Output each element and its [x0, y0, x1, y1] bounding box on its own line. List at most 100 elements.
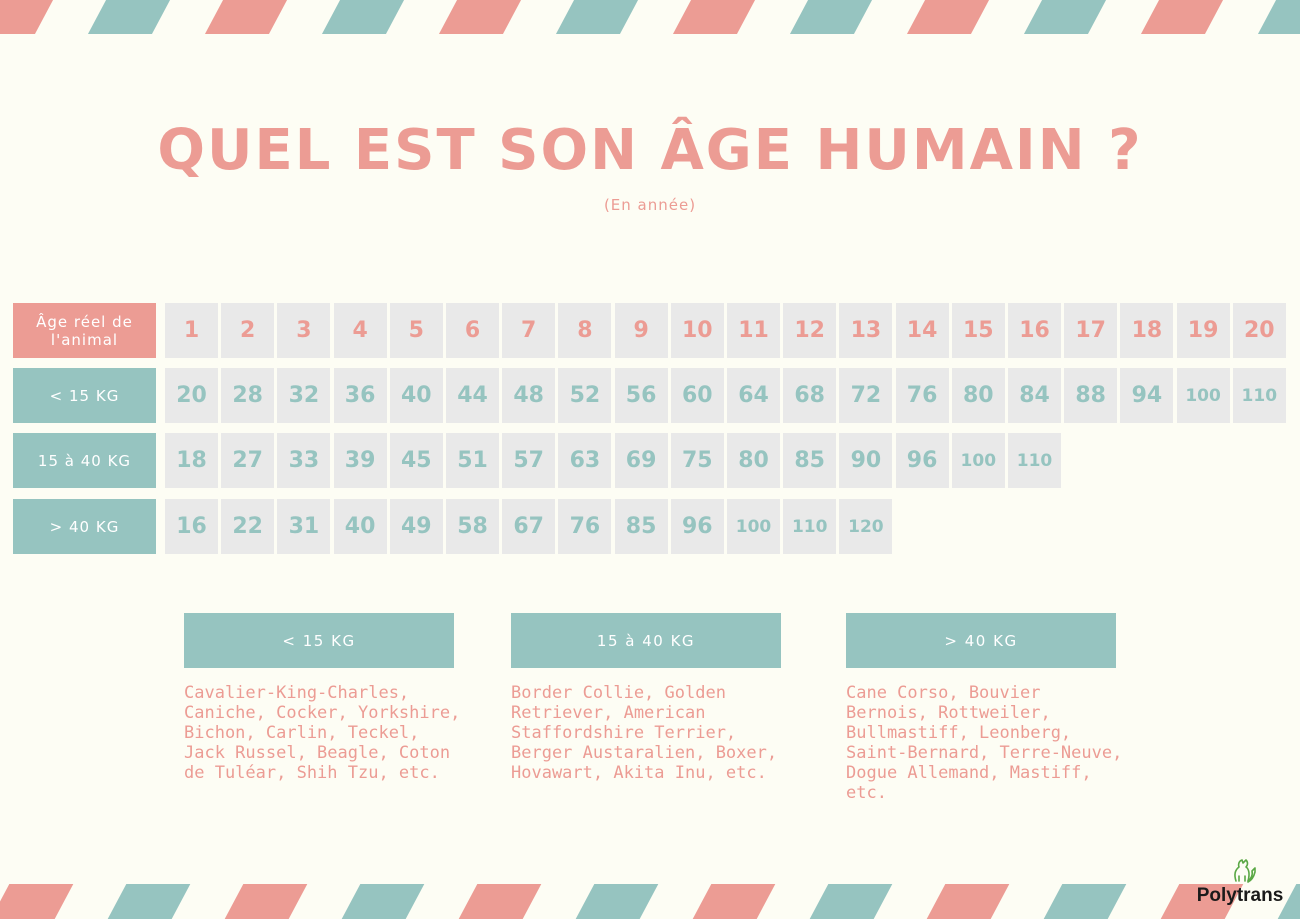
value-cell: 120 — [839, 499, 893, 554]
value-cell: 94 — [1120, 368, 1174, 423]
value-cell: 45 — [389, 433, 443, 488]
border-stripe — [341, 884, 425, 919]
value-cell: 52 — [558, 368, 612, 423]
border-stripe — [692, 884, 776, 919]
border-stripe — [575, 884, 659, 919]
value-cell: 31 — [277, 499, 331, 554]
border-stripe — [458, 884, 542, 919]
value-cell: 75 — [670, 433, 724, 488]
border-stripe — [906, 0, 990, 34]
value-cell: 33 — [277, 433, 331, 488]
header-cell: 16 — [1008, 303, 1061, 358]
value-cell: 90 — [839, 433, 893, 488]
header-cell: 15 — [951, 303, 1005, 358]
border-stripe — [87, 0, 171, 34]
value-cell: 110 — [783, 499, 837, 554]
value-cell: 40 — [333, 499, 387, 554]
header-cell: 12 — [783, 303, 837, 358]
value-cell: 68 — [783, 368, 837, 423]
border-stripe — [438, 0, 522, 34]
value-cell: 22 — [221, 499, 275, 554]
header-cell: 8 — [558, 303, 612, 358]
value-cell: 110 — [1008, 433, 1061, 488]
value-cell: 27 — [221, 433, 275, 488]
value-cell: 49 — [389, 499, 443, 554]
polytrans-logo: Polytrans — [1188, 855, 1292, 911]
header-cell: 4 — [333, 303, 387, 358]
border-stripe — [204, 0, 288, 34]
header-cell: 3 — [277, 303, 331, 358]
header-cell: 14 — [895, 303, 949, 358]
value-cell: 16 — [165, 499, 218, 554]
value-cell: 40 — [389, 368, 443, 423]
border-stripe — [1257, 0, 1300, 34]
value-cell: 80 — [951, 368, 1005, 423]
border-stripe — [0, 0, 54, 34]
value-cell: 85 — [614, 499, 668, 554]
value-cell: 36 — [333, 368, 387, 423]
header-cell: 17 — [1064, 303, 1118, 358]
header-cell: 20 — [1232, 303, 1286, 358]
border-stripe — [672, 0, 756, 34]
header-row-label: Âge réel de l'animal — [13, 303, 156, 358]
header-cell: 2 — [221, 303, 275, 358]
breed-list-small: Cavalier-King-Charles, Caniche, Cocker, … — [184, 683, 461, 783]
value-cell: 85 — [783, 433, 837, 488]
header-cell: 9 — [614, 303, 668, 358]
value-cell: 100 — [1176, 368, 1230, 423]
border-stripe — [321, 0, 405, 34]
border-stripe — [224, 884, 308, 919]
border-stripe — [1140, 0, 1224, 34]
value-cell: 56 — [614, 368, 668, 423]
value-cell: 84 — [1008, 368, 1061, 423]
value-cell: 96 — [895, 433, 949, 488]
value-cell: 58 — [446, 499, 499, 554]
value-cell: 32 — [277, 368, 331, 423]
header-cell: 6 — [446, 303, 499, 358]
value-cell: 100 — [727, 499, 780, 554]
row-label-medium: 15 à 40 KG — [13, 433, 156, 488]
category-header-large: > 40 KG — [846, 613, 1116, 668]
border-stripe — [926, 884, 1010, 919]
border-stripe — [1023, 0, 1107, 34]
value-cell: 57 — [502, 433, 556, 488]
value-cell: 96 — [670, 499, 724, 554]
value-cell: 69 — [614, 433, 668, 488]
border-stripe — [555, 0, 639, 34]
value-cell: 80 — [727, 433, 780, 488]
value-cell: 48 — [502, 368, 556, 423]
border-stripe — [1043, 884, 1127, 919]
bottom-stripe-border — [0, 884, 1300, 919]
breed-list-medium: Border Collie, Golden Retriever, America… — [511, 683, 778, 783]
header-cell: 11 — [727, 303, 780, 358]
row-label-large: > 40 KG — [13, 499, 156, 554]
page-title: QUEL EST SON ÂGE HUMAIN ? — [157, 118, 1143, 183]
header-cell: 13 — [839, 303, 893, 358]
header-cell: 7 — [502, 303, 556, 358]
value-cell: 63 — [558, 433, 612, 488]
value-cell: 20 — [165, 368, 218, 423]
value-cell: 51 — [446, 433, 499, 488]
category-header-medium: 15 à 40 KG — [511, 613, 781, 668]
value-cell: 100 — [951, 433, 1005, 488]
value-cell: 67 — [502, 499, 556, 554]
value-cell: 39 — [333, 433, 387, 488]
top-stripe-border — [0, 0, 1300, 34]
page-subtitle: (En année) — [603, 196, 697, 214]
value-cell: 28 — [221, 368, 275, 423]
header-cell: 10 — [670, 303, 724, 358]
value-cell: 72 — [839, 368, 893, 423]
value-cell: 64 — [727, 368, 780, 423]
value-cell: 110 — [1232, 368, 1286, 423]
header-cell: 19 — [1176, 303, 1230, 358]
border-stripe — [0, 884, 74, 919]
value-cell: 76 — [558, 499, 612, 554]
category-header-small: < 15 KG — [184, 613, 454, 668]
dog-cat-logo-icon — [1234, 859, 1256, 883]
header-cell: 5 — [389, 303, 443, 358]
border-stripe — [789, 0, 873, 34]
header-cell: 1 — [165, 303, 218, 358]
border-stripe — [809, 884, 893, 919]
value-cell: 44 — [446, 368, 499, 423]
value-cell: 60 — [670, 368, 724, 423]
